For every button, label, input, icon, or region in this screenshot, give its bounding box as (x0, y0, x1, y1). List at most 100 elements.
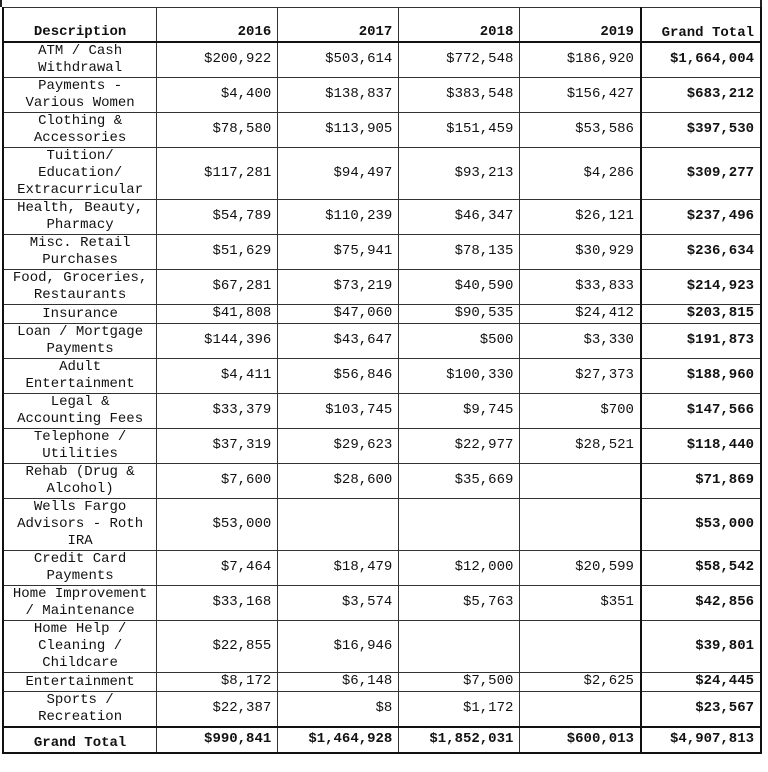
grand-total-2017: $1,464,928 (277, 725, 400, 754)
row-description: Misc. Retail Purchases (2, 233, 158, 270)
table-row: Legal & Accounting Fees $33,379 $103,745 $9… (2, 392, 763, 429)
row-value-2019: $27,373 (519, 357, 642, 394)
row-value-2019: $24,412 (519, 303, 642, 324)
row-grand-total: $397,530 (639, 111, 763, 148)
grand-total-2018: $1,852,031 (398, 725, 521, 754)
row-value-2019: $53,586 (519, 111, 642, 148)
row-value-2016: $51,629 (156, 233, 279, 270)
grand-total-2016: $990,841 (156, 725, 279, 754)
row-value-2017: $8 (277, 690, 400, 727)
row-description: Credit Card Payments (2, 549, 158, 586)
row-description: Home Improvement / Maintenance (2, 584, 158, 621)
header-2018: 2018 (398, 7, 521, 43)
row-value-2016: $78,580 (156, 111, 279, 148)
row-description: Payments - Various Women (2, 76, 158, 113)
row-value-2016: $37,319 (156, 427, 279, 464)
row-grand-total: $71,869 (639, 462, 763, 499)
row-value-2018: $100,330 (398, 357, 521, 394)
row-value-2016: $7,464 (156, 549, 279, 586)
row-description: Wells Fargo Advisors - Roth IRA (2, 497, 158, 551)
row-grand-total: $53,000 (639, 497, 763, 551)
grand-total-2019: $600,013 (519, 725, 642, 754)
row-value-2016: $144,396 (156, 322, 279, 359)
grand-total-label: Grand Total (2, 725, 158, 754)
row-value-2016: $41,808 (156, 303, 279, 324)
row-grand-total: $147,566 (639, 392, 763, 429)
row-value-2016: $4,400 (156, 76, 279, 113)
table-row: Home Help / Cleaning / Childcare $22,855 $… (2, 619, 763, 673)
row-value-2016: $8,172 (156, 671, 279, 692)
header-2019: 2019 (519, 7, 642, 43)
row-value-2018: $35,669 (398, 462, 521, 499)
table-row: Wells Fargo Advisors - Roth IRA $53,000 $5… (2, 497, 763, 551)
row-description: Insurance (2, 303, 158, 324)
header-grand-total: Grand Total (639, 7, 763, 43)
table-row: Tuition/ Education/ Extracurricular $117,… (2, 146, 763, 200)
row-description: ATM / Cash Withdrawal (2, 41, 158, 78)
row-value-2018: $46,347 (398, 198, 521, 235)
table-row: Loan / Mortgage Payments $144,396 $43,647 $… (2, 322, 763, 359)
table-row: Insurance $41,808 $47,060 $90,535 $24,412 $20… (2, 303, 763, 324)
row-grand-total: $58,542 (639, 549, 763, 586)
row-description: Food, Groceries, Restaurants (2, 268, 158, 305)
row-value-2016: $22,387 (156, 690, 279, 727)
row-value-2017: $113,905 (277, 111, 400, 148)
table-row: Adult Entertainment $4,411 $56,846 $100,330… (2, 357, 763, 394)
row-grand-total: $236,634 (639, 233, 763, 270)
header-2017: 2017 (277, 7, 400, 43)
table-row: Sports / Recreation $22,387 $8 $1,172 $23,56… (2, 690, 763, 727)
row-value-2017: $138,837 (277, 76, 400, 113)
row-grand-total: $188,960 (639, 357, 763, 394)
row-description: Home Help / Cleaning / Childcare (2, 619, 158, 673)
row-description: Telephone / Utilities (2, 427, 158, 464)
row-description: Tuition/ Education/ Extracurricular (2, 146, 158, 200)
row-value-2018: $40,590 (398, 268, 521, 305)
row-value-2017: $47,060 (277, 303, 400, 324)
row-value-2019 (519, 497, 642, 551)
table-row: Misc. Retail Purchases $51,629 $75,941 $78,… (2, 233, 763, 270)
row-value-2017: $28,600 (277, 462, 400, 499)
row-grand-total: $24,445 (639, 671, 763, 692)
row-description: Sports / Recreation (2, 690, 158, 727)
row-value-2016: $33,379 (156, 392, 279, 429)
row-grand-total: $214,923 (639, 268, 763, 305)
table-row: Payments - Various Women $4,400 $138,837 $3… (2, 76, 763, 113)
row-value-2018: $93,213 (398, 146, 521, 200)
row-value-2019: $28,521 (519, 427, 642, 464)
row-value-2017: $110,239 (277, 198, 400, 235)
row-value-2016: $117,281 (156, 146, 279, 200)
row-value-2018 (398, 619, 521, 673)
row-value-2018: $7,500 (398, 671, 521, 692)
row-description: Rehab (Drug & Alcohol) (2, 462, 158, 499)
row-description: Legal & Accounting Fees (2, 392, 158, 429)
row-value-2019: $2,625 (519, 671, 642, 692)
row-grand-total: $683,212 (639, 76, 763, 113)
row-value-2017: $18,479 (277, 549, 400, 586)
row-value-2019: $186,920 (519, 41, 642, 78)
row-value-2018: $5,763 (398, 584, 521, 621)
row-value-2019 (519, 462, 642, 499)
row-description: Adult Entertainment (2, 357, 158, 394)
row-value-2018: $9,745 (398, 392, 521, 429)
row-value-2018 (398, 497, 521, 551)
row-value-2017: $94,497 (277, 146, 400, 200)
row-value-2017: $16,946 (277, 619, 400, 673)
row-value-2018: $383,548 (398, 76, 521, 113)
row-value-2019: $20,599 (519, 549, 642, 586)
row-value-2019: $4,286 (519, 146, 642, 200)
row-description: Health, Beauty, Pharmacy (2, 198, 158, 235)
row-grand-total: $203,815 (639, 303, 763, 324)
table-row: Food, Groceries, Restaurants $67,281 $73,2… (2, 268, 763, 305)
row-value-2017: $75,941 (277, 233, 400, 270)
table-top-border (0, 0, 762, 7)
row-value-2017: $56,846 (277, 357, 400, 394)
row-value-2019: $30,929 (519, 233, 642, 270)
table-row: ATM / Cash Withdrawal $200,922 $503,614 $77… (2, 41, 763, 78)
header-description: Description (2, 7, 158, 43)
row-value-2018: $1,172 (398, 690, 521, 727)
row-value-2017: $29,623 (277, 427, 400, 464)
row-value-2016: $7,600 (156, 462, 279, 499)
header-row: Description 2016 2017 2018 2019 Grand To… (2, 7, 763, 43)
row-value-2016: $53,000 (156, 497, 279, 551)
row-grand-total: $309,277 (639, 146, 763, 200)
